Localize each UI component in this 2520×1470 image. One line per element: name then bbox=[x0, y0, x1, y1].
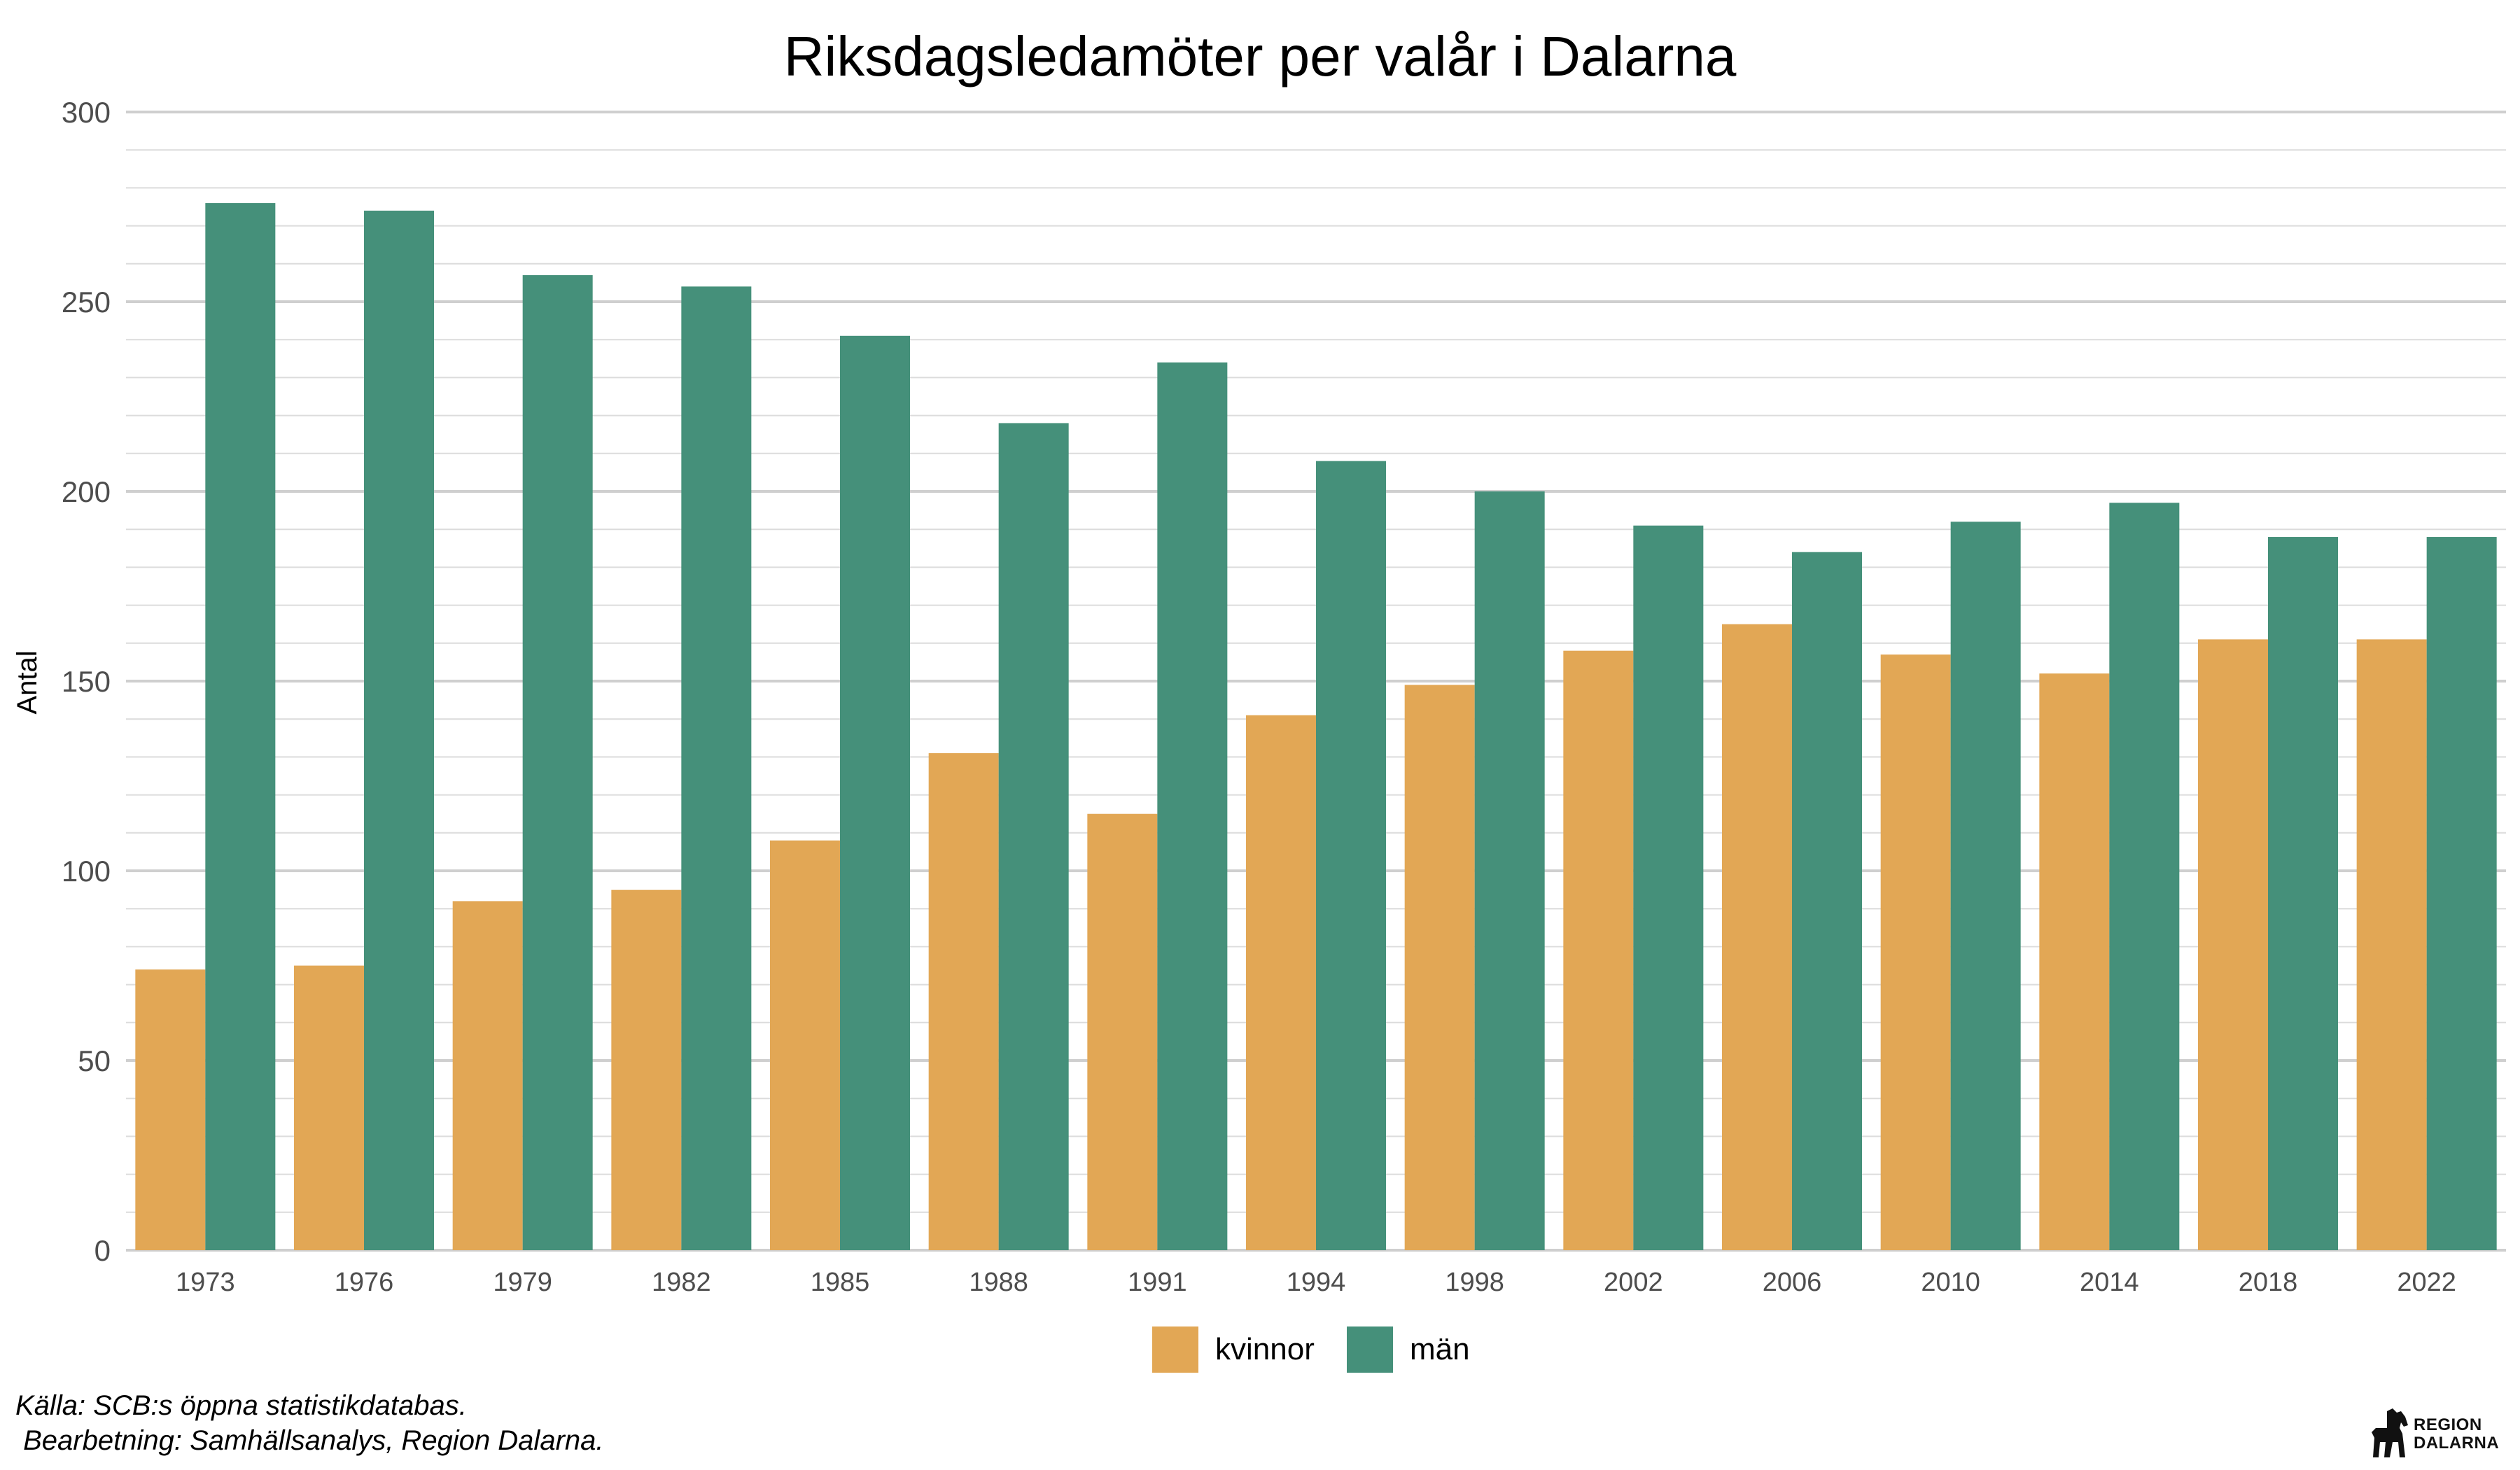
logo-text-line2: DALARNA bbox=[2414, 1434, 2500, 1452]
bar-man-1976 bbox=[364, 210, 434, 1250]
x-tick-label: 1979 bbox=[493, 1268, 552, 1297]
bar-kvinnor-1976 bbox=[294, 965, 364, 1250]
bar-man-1994 bbox=[1316, 461, 1386, 1250]
bar-kvinnor-1985 bbox=[770, 840, 840, 1250]
bar-man-1991 bbox=[1157, 362, 1228, 1250]
x-tick-label: 1994 bbox=[1287, 1268, 1346, 1297]
bar-kvinnor-2006 bbox=[1722, 624, 1792, 1250]
bar-man-1988 bbox=[998, 423, 1069, 1251]
bar-man-1973 bbox=[205, 203, 276, 1251]
region-dalarna-logo: REGION DALARNA bbox=[2369, 1407, 2509, 1460]
y-tick-label: 50 bbox=[78, 1044, 111, 1077]
y-tick-label: 0 bbox=[94, 1234, 111, 1267]
bar-man-1979 bbox=[522, 275, 593, 1250]
x-axis-ticks: 1973 1976 1979 1982 1985 1988 1991 1994 1998 2002… bbox=[176, 1268, 2456, 1297]
bar-kvinnor-1991 bbox=[1087, 813, 1158, 1250]
y-axis-label: Antal bbox=[12, 650, 43, 714]
bar-man-1985 bbox=[840, 335, 910, 1250]
bar-kvinnor-2022 bbox=[2356, 639, 2427, 1250]
legend-swatch-kvinnor bbox=[1152, 1326, 1198, 1373]
bar-man-2006 bbox=[1792, 552, 1862, 1250]
bar-kvinnor-1998 bbox=[1404, 685, 1475, 1250]
x-tick-label: 1973 bbox=[176, 1268, 235, 1297]
bar-kvinnor-2018 bbox=[2198, 639, 2268, 1250]
bar-man-2014 bbox=[2109, 503, 2180, 1250]
bar-kvinnor-1979 bbox=[452, 901, 523, 1250]
x-tick-label: 2002 bbox=[1604, 1268, 1663, 1297]
legend-label-kvinnor: kvinnor bbox=[1215, 1332, 1315, 1366]
bar-kvinnor-2014 bbox=[2039, 673, 2110, 1250]
bar-man-2018 bbox=[2268, 537, 2338, 1250]
legend-swatch-man bbox=[1347, 1326, 1393, 1373]
y-tick-label: 300 bbox=[62, 96, 111, 129]
bar-man-2010 bbox=[1950, 522, 2021, 1250]
y-axis-ticks: 0 50 100 150 200 250 300 bbox=[62, 96, 111, 1267]
bar-man-2022 bbox=[2426, 537, 2497, 1250]
x-tick-label: 2010 bbox=[1921, 1268, 1980, 1297]
bar-kvinnor-2002 bbox=[1563, 650, 1634, 1250]
y-tick-label: 100 bbox=[62, 855, 111, 888]
bars bbox=[135, 203, 2497, 1251]
bar-kvinnor-1982 bbox=[611, 890, 682, 1250]
processing-caption: Bearbetning: Samhällsanalys, Region Dala… bbox=[15, 1425, 604, 1456]
x-tick-label: 2006 bbox=[1763, 1268, 1822, 1297]
y-tick-label: 150 bbox=[62, 665, 111, 698]
bar-kvinnor-1973 bbox=[135, 969, 206, 1250]
x-tick-label: 1988 bbox=[969, 1268, 1028, 1297]
x-tick-label: 1982 bbox=[652, 1268, 711, 1297]
dala-horse-icon bbox=[2372, 1408, 2408, 1457]
legend-label-man: män bbox=[1410, 1332, 1470, 1366]
x-tick-label: 1976 bbox=[335, 1268, 394, 1297]
bar-man-2002 bbox=[1633, 525, 1704, 1250]
source-caption: Källa: SCB:s öppna statistikdatabas. bbox=[15, 1390, 467, 1421]
y-tick-label: 250 bbox=[62, 286, 111, 318]
x-tick-label: 1998 bbox=[1445, 1268, 1504, 1297]
bar-man-1998 bbox=[1474, 491, 1545, 1250]
bar-kvinnor-1988 bbox=[928, 752, 999, 1250]
bar-man-1982 bbox=[681, 286, 752, 1250]
legend: kvinnor män bbox=[1152, 1326, 1470, 1373]
x-tick-label: 2014 bbox=[2080, 1268, 2139, 1297]
bar-kvinnor-1994 bbox=[1246, 715, 1316, 1250]
bar-kvinnor-2010 bbox=[1880, 654, 1951, 1250]
y-tick-label: 200 bbox=[62, 475, 111, 508]
x-tick-label: 1985 bbox=[811, 1268, 870, 1297]
x-tick-label: 2018 bbox=[2239, 1268, 2298, 1297]
chart-title: Riksdagsledamöter per valår i Dalarna bbox=[784, 25, 1737, 88]
x-tick-label: 2022 bbox=[2397, 1268, 2456, 1297]
x-tick-label: 1991 bbox=[1128, 1268, 1187, 1297]
logo-text-line1: REGION bbox=[2414, 1415, 2482, 1434]
